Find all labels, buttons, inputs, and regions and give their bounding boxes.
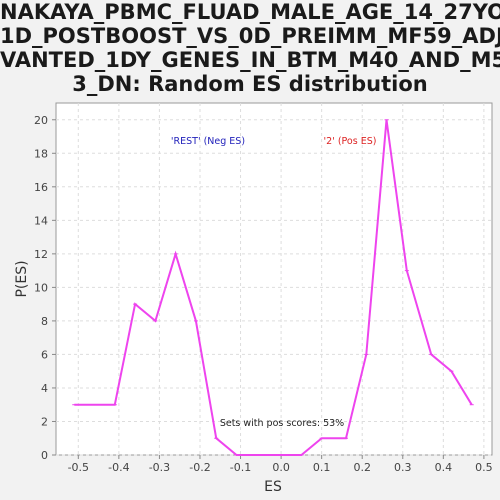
x-tick-label: 0.1 xyxy=(313,461,331,474)
neg-es-label: 'REST' (Neg ES) xyxy=(171,136,245,147)
series-layer xyxy=(72,119,474,456)
x-tick-label: -0.2 xyxy=(189,461,210,474)
grid-lines xyxy=(56,103,492,456)
axis-ticks: -0.5 -0.4 -0.3 -0.2 -0.1 0.0 0.1 0.2 0.3 0.4 0.5 0 2… xyxy=(34,114,493,474)
x-tick-label: 0.3 xyxy=(394,461,412,474)
x-tick-label: -0.1 xyxy=(230,461,251,474)
pos-scores-annotation: Sets with pos scores: 53% xyxy=(220,418,344,429)
y-tick-label: 20 xyxy=(34,114,48,127)
series-line xyxy=(74,119,473,456)
title-line-4: 3_DN: Random ES distribution xyxy=(72,72,428,96)
x-tick-label: 0.4 xyxy=(435,461,453,474)
x-tick-label: 0.2 xyxy=(353,461,371,474)
y-tick-label: 10 xyxy=(34,281,48,294)
y-tick-label: 6 xyxy=(41,348,48,361)
y-tick-label: 16 xyxy=(34,181,48,194)
chart-title: NAKAYA_PBMC_FLUAD_MALE_AGE_14_27YO_ 1D_P… xyxy=(0,0,500,96)
y-tick-label: 12 xyxy=(34,248,48,261)
y-tick-label: 0 xyxy=(41,449,48,462)
x-tick-label: -0.4 xyxy=(108,461,129,474)
y-tick-label: 18 xyxy=(34,147,48,160)
x-tick-label: -0.5 xyxy=(68,461,89,474)
y-tick-label: 4 xyxy=(41,382,48,395)
x-tick-label: 0.0 xyxy=(272,461,290,474)
plot-area xyxy=(55,102,493,456)
title-line-1: NAKAYA_PBMC_FLUAD_MALE_AGE_14_27YO_ xyxy=(0,0,500,24)
y-tick-label: 2 xyxy=(41,415,48,428)
x-tick-label: 0.5 xyxy=(475,461,493,474)
y-tick-label: 8 xyxy=(41,315,48,328)
pos-es-label: '2' (Pos ES) xyxy=(324,136,377,147)
y-tick-label: 14 xyxy=(34,214,48,227)
title-line-2: 1D_POSTBOOST_VS_0D_PREIMM_MF59_ADJU xyxy=(0,24,500,48)
y-axis-label: P(ES) xyxy=(14,260,30,297)
x-axis-label: ES xyxy=(264,479,282,495)
x-tick-label: -0.3 xyxy=(149,461,170,474)
title-line-3: VANTED_1DY_GENES_IN_BTM_M40_AND_M5 xyxy=(0,48,500,72)
